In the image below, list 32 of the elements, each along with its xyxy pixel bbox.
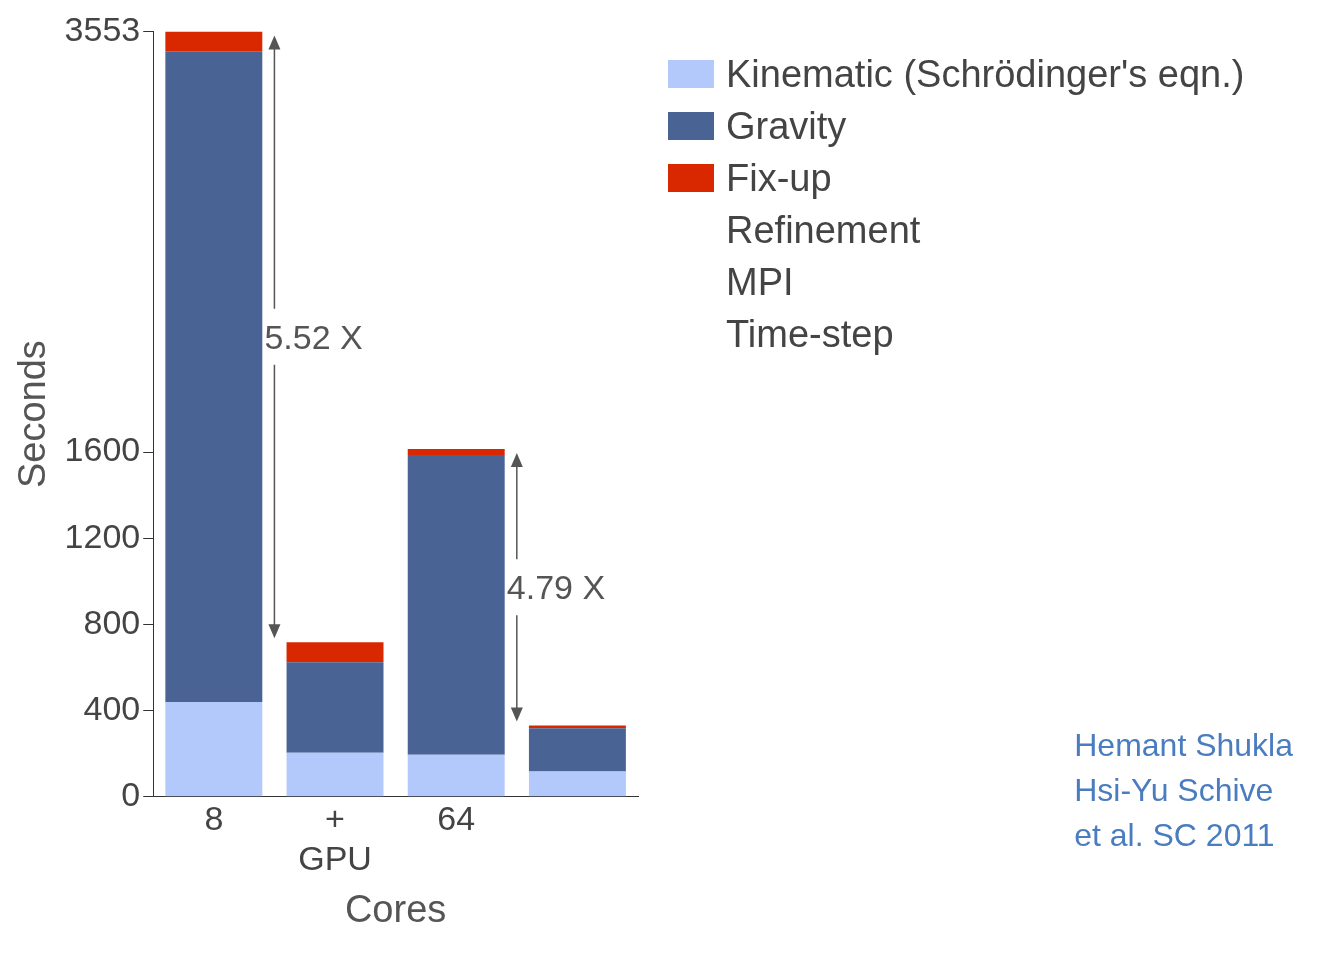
bar bbox=[528, 771, 626, 797]
bar bbox=[528, 725, 626, 729]
y-tick-label: 1200 bbox=[64, 516, 141, 555]
y-axis-title: Seconds bbox=[11, 340, 54, 489]
y-tick-label: 400 bbox=[83, 689, 141, 728]
annotation: 4.79 X bbox=[506, 567, 606, 608]
text: MPI bbox=[726, 260, 794, 305]
x-tick-label: 64 bbox=[437, 798, 476, 837]
bar bbox=[528, 728, 626, 772]
bar bbox=[165, 702, 263, 797]
bar bbox=[407, 454, 505, 755]
annotation: 5.52 X bbox=[264, 316, 363, 357]
bar bbox=[407, 448, 505, 455]
legend-label: Fix-up bbox=[726, 156, 832, 201]
bar bbox=[165, 51, 263, 703]
text: Hemant Shukla Hsi-Yu Schive et al. SC 2011 bbox=[1074, 726, 1293, 855]
bar bbox=[286, 752, 384, 797]
bar bbox=[286, 642, 384, 663]
x-axis-title: Cores bbox=[344, 887, 447, 930]
legend-label: Kinematic (Schrödinger's eqn.) bbox=[726, 52, 1245, 97]
y-tick-label: 800 bbox=[83, 602, 141, 641]
bar bbox=[407, 754, 505, 797]
text: Refinement bbox=[726, 208, 921, 253]
legend-label: Gravity bbox=[726, 104, 847, 149]
y-tick-label: 1600 bbox=[64, 430, 141, 469]
bar bbox=[165, 31, 263, 52]
y-tick-label: 3553 bbox=[64, 9, 141, 48]
x-tick-label: + GPU bbox=[298, 798, 372, 878]
x-tick-label: 8 bbox=[204, 798, 224, 837]
text: Time-step bbox=[726, 312, 894, 357]
y-tick-label: 0 bbox=[121, 775, 141, 814]
bar bbox=[286, 662, 384, 753]
